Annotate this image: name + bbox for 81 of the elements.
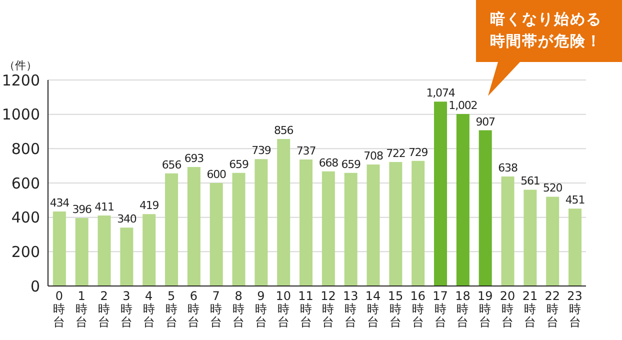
bar <box>120 228 134 286</box>
bar <box>322 171 335 286</box>
data-label: 659 <box>229 158 249 171</box>
data-label: 693 <box>184 152 204 166</box>
data-label: 856 <box>274 124 294 138</box>
bar <box>300 159 313 286</box>
x-tick-label: 9時台 <box>254 289 267 329</box>
bar <box>142 214 156 286</box>
x-tick-label: 13時台 <box>342 289 358 329</box>
bar <box>75 218 88 286</box>
data-label: 739 <box>252 144 272 158</box>
x-tick-label: 17時台 <box>432 289 448 329</box>
x-tick-label: 12時台 <box>320 289 336 329</box>
x-tick-label: 7時台 <box>210 289 222 329</box>
data-label: 520 <box>542 182 563 195</box>
bar <box>277 139 290 286</box>
x-tick-label: 6時台 <box>188 289 200 329</box>
data-label: 708 <box>364 149 384 162</box>
data-label: 638 <box>498 161 518 174</box>
x-tick-label: 1時台 <box>76 289 88 329</box>
bar <box>568 208 582 286</box>
data-label: 737 <box>296 144 316 158</box>
x-tick-label: 18時台 <box>455 289 470 329</box>
x-tick-label: 8時台 <box>232 289 245 329</box>
data-label: 419 <box>139 199 160 212</box>
data-label: 659 <box>341 158 362 171</box>
x-tick-label: 21時台 <box>522 289 538 329</box>
data-label: 434 <box>50 196 70 210</box>
y-tick-label: 1200 <box>2 71 40 90</box>
data-label: 656 <box>162 158 182 172</box>
x-tick-label: 11時台 <box>298 289 314 329</box>
data-label: 668 <box>318 156 339 170</box>
data-label: 722 <box>386 147 406 160</box>
x-tick-label: 15時台 <box>388 289 404 329</box>
x-tick-label: 3時台 <box>120 289 132 329</box>
data-label: 1,074 <box>426 86 456 100</box>
y-tick-label: 800 <box>11 140 40 158</box>
data-label: 340 <box>117 212 137 226</box>
y-tick-label: 600 <box>11 174 40 192</box>
bar <box>389 162 402 286</box>
y-axis-title: （件） <box>4 58 37 73</box>
bar <box>366 164 380 286</box>
y-tick-label: 1000 <box>2 106 40 124</box>
x-tick-label: 19時台 <box>477 289 493 329</box>
x-tick-label: 0時台 <box>53 289 66 329</box>
x-tick-label: 16時台 <box>410 289 426 329</box>
bar <box>165 173 178 286</box>
data-label: 907 <box>476 115 496 128</box>
bar <box>254 159 268 286</box>
bar <box>546 196 560 286</box>
x-tick-label: 5時台 <box>165 289 178 329</box>
x-tick-label: 23時台 <box>567 289 582 329</box>
x-tick-label: 20時台 <box>500 289 516 329</box>
data-label: 600 <box>206 168 227 181</box>
text: 暗くなり始める時間帯が危険！ <box>490 9 603 52</box>
data-label: 451 <box>565 194 585 207</box>
bar <box>98 215 111 286</box>
x-tick-label: 22時台 <box>544 289 560 329</box>
x-tick-label: 2時台 <box>98 289 110 329</box>
data-label: 561 <box>520 174 540 188</box>
data-label: 396 <box>72 203 92 216</box>
bar <box>344 172 358 286</box>
bar <box>210 183 223 286</box>
bar <box>187 167 200 286</box>
data-label: 729 <box>408 146 428 159</box>
data-label: 1,002 <box>448 98 478 112</box>
bar <box>434 102 448 286</box>
bar <box>501 176 514 286</box>
bar <box>456 114 470 286</box>
x-tick-label: 4時台 <box>142 289 155 329</box>
bar <box>524 190 537 286</box>
y-tick-label: 400 <box>11 208 40 227</box>
bar <box>478 130 492 286</box>
y-tick-label: 0 <box>30 277 40 296</box>
bar <box>232 172 246 286</box>
bar <box>412 160 425 286</box>
x-tick-label: 10時台 <box>276 289 292 329</box>
bar <box>52 211 66 286</box>
data-label: 411 <box>94 200 114 214</box>
x-tick-label: 14時台 <box>365 289 381 329</box>
y-tick-label: 200 <box>11 242 40 261</box>
